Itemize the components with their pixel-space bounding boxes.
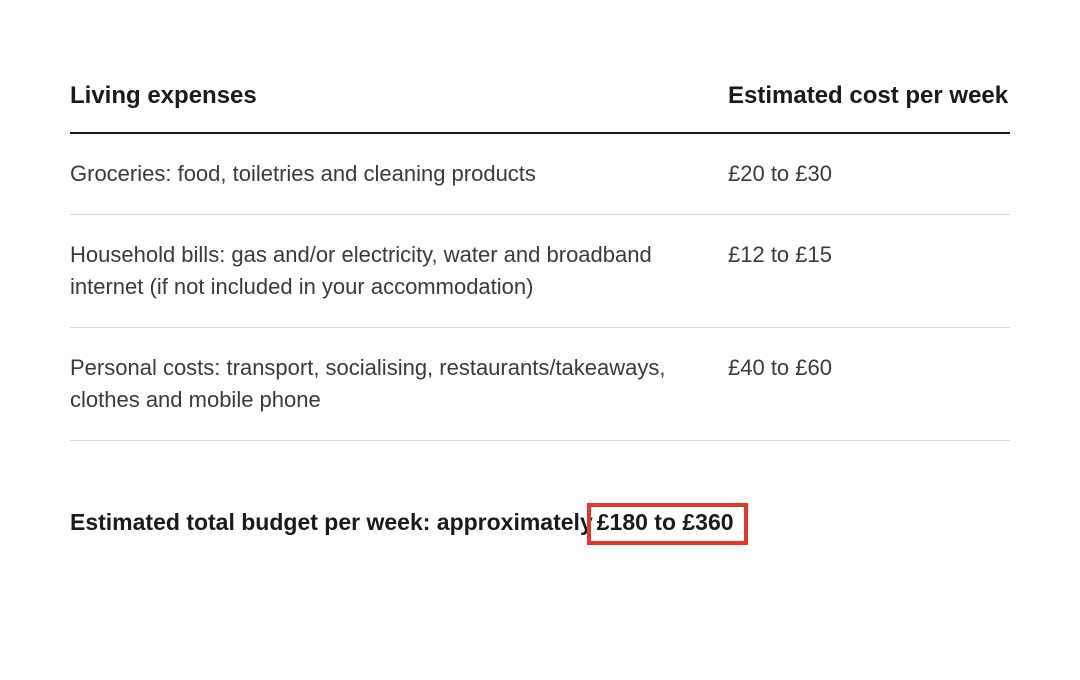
expense-cost: £40 to £60 — [728, 328, 1010, 441]
table-header-row: Living expenses Estimated cost per week — [70, 70, 1010, 133]
table-row: Groceries: food, toiletries and cleaning… — [70, 133, 1010, 214]
table-row: Household bills: gas and/or electricity,… — [70, 215, 1010, 328]
expense-label: Groceries: food, toiletries and cleaning… — [70, 133, 728, 214]
living-expenses-table: Living expenses Estimated cost per week … — [70, 70, 1010, 441]
expense-label: Household bills: gas and/or electricity,… — [70, 215, 728, 328]
expense-cost: £12 to £15 — [728, 215, 1010, 328]
expense-label: Personal costs: transport, socialising, … — [70, 328, 728, 441]
total-budget-line: Estimated total budget per week: approxi… — [70, 503, 1010, 545]
total-prefix: Estimated total budget per week: approxi… — [70, 509, 593, 535]
column-header-cost: Estimated cost per week — [728, 70, 1010, 133]
total-value-highlight: £180 to £360 — [587, 503, 748, 545]
table-row: Personal costs: transport, socialising, … — [70, 328, 1010, 441]
column-header-expenses: Living expenses — [70, 70, 728, 133]
expense-cost: £20 to £30 — [728, 133, 1010, 214]
